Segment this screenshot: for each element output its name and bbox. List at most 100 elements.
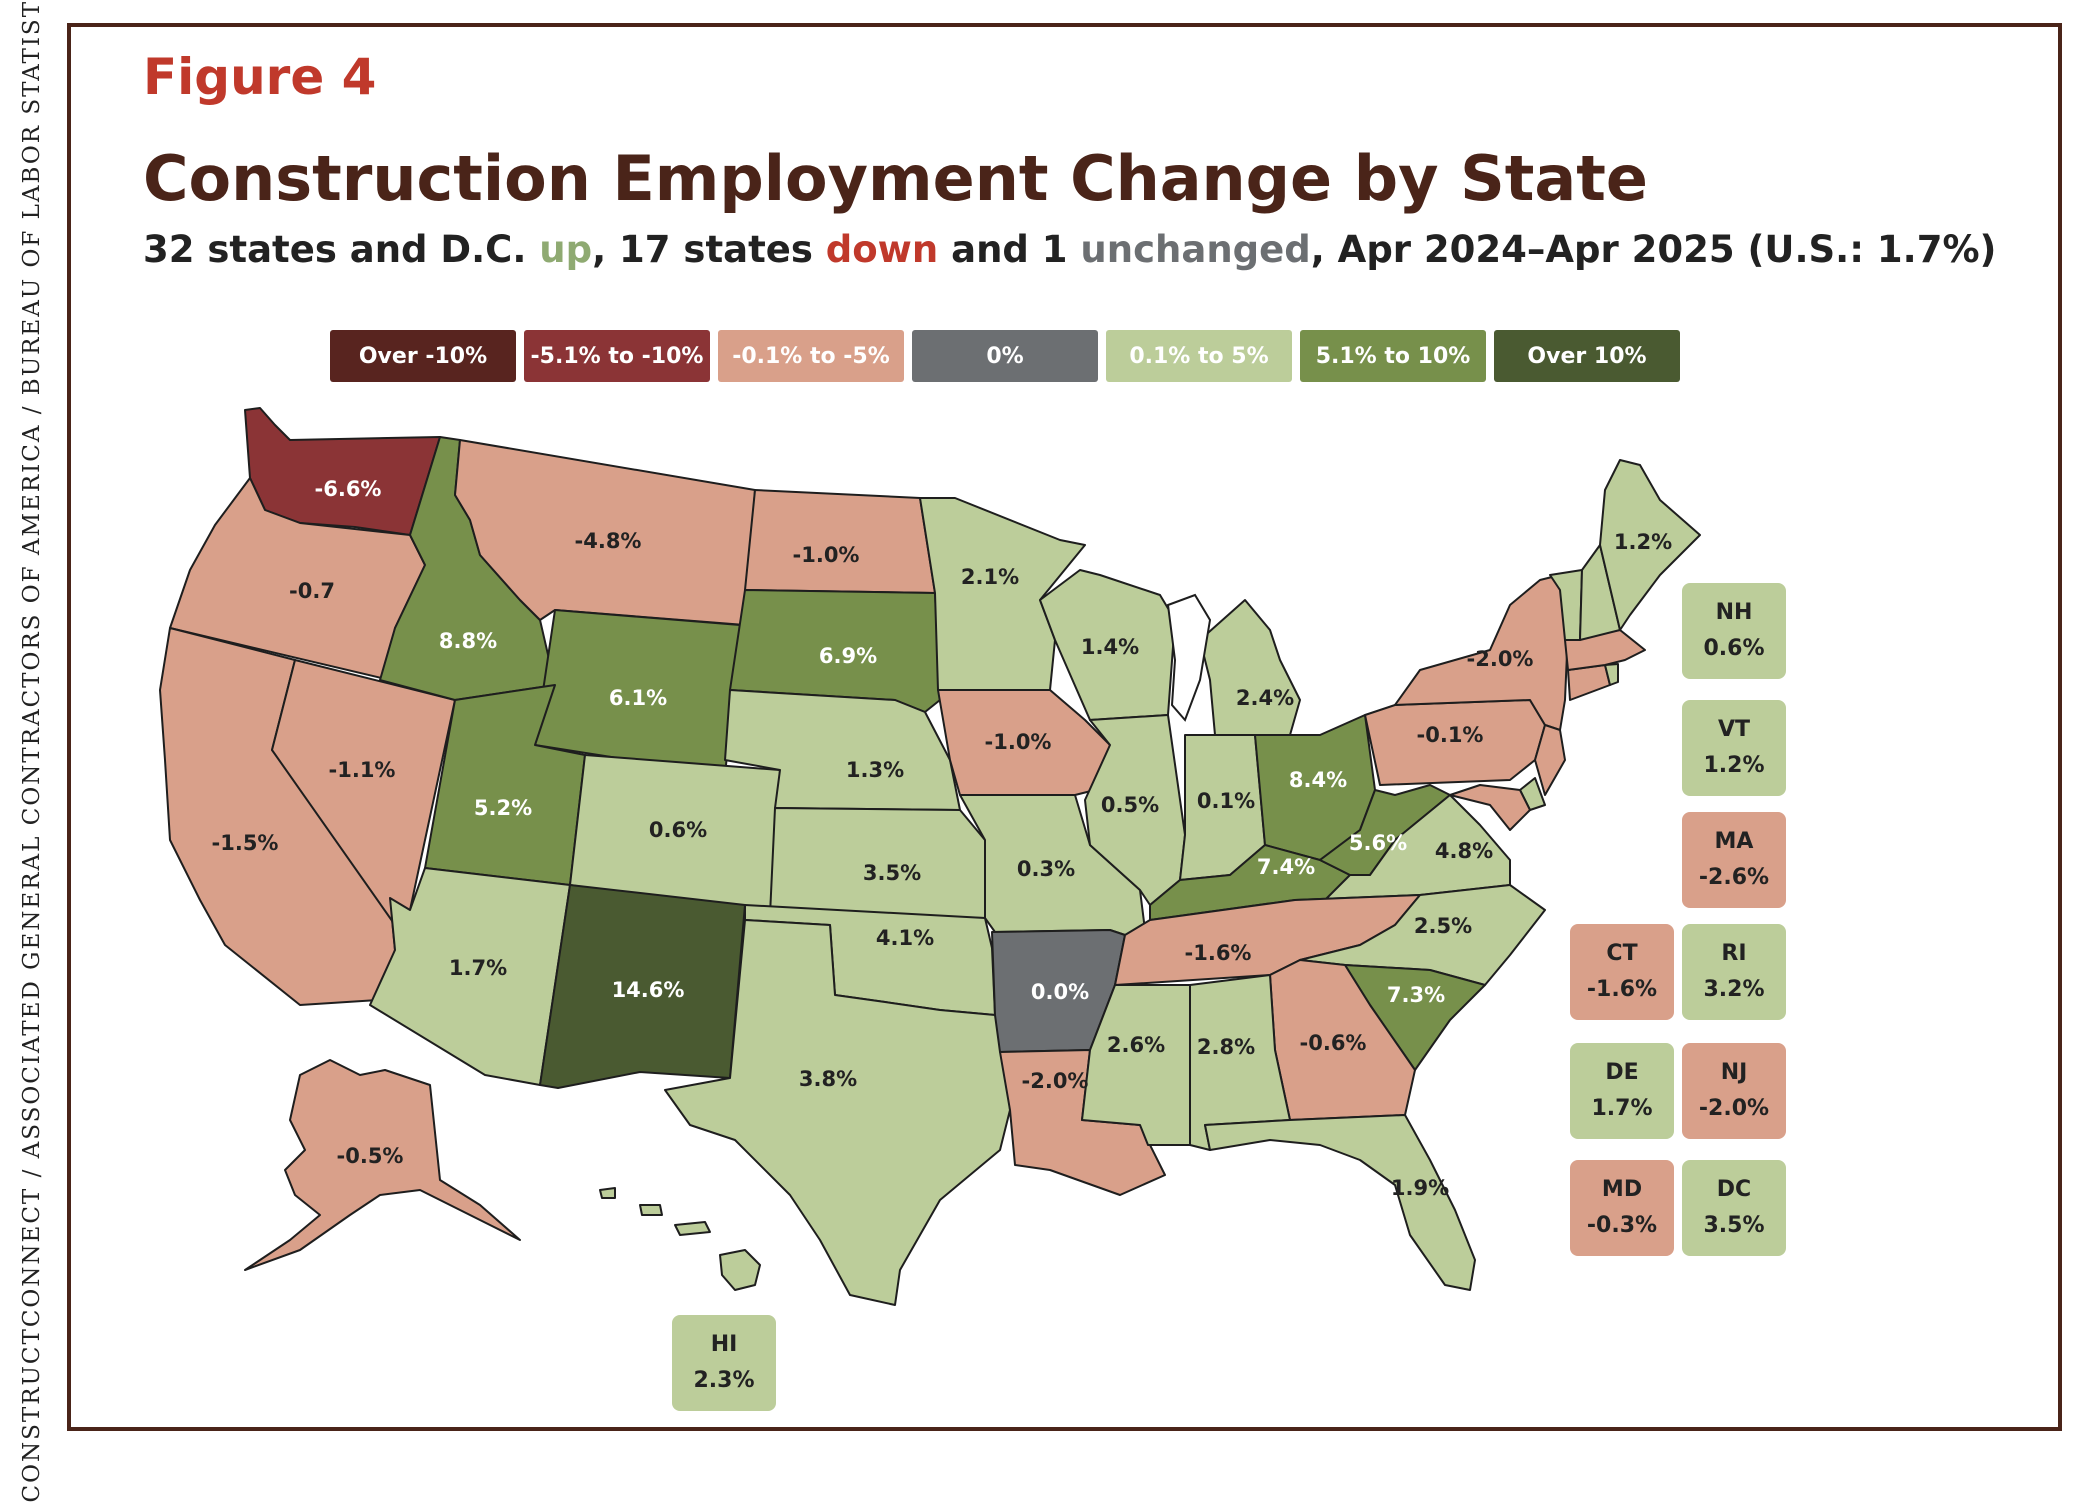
label-MO: 0.3% — [1017, 857, 1075, 881]
label-CA: -1.5% — [212, 831, 279, 855]
state-box-abbr: MD — [1601, 1177, 1643, 1202]
state-box-NH: NH 0.6% — [1682, 583, 1786, 679]
label-AZ: 1.7% — [449, 956, 507, 980]
figure-frame — [67, 23, 2062, 1431]
label-UT: 5.2% — [474, 796, 532, 820]
label-MT: -4.8% — [575, 529, 642, 553]
state-HI-island — [639, 1204, 663, 1216]
label-SD: 6.9% — [819, 644, 877, 668]
label-AR: 0.0% — [1031, 980, 1089, 1004]
label-AL: 2.8% — [1197, 1035, 1255, 1059]
label-IA: -1.0% — [985, 730, 1052, 754]
label-NM: 14.6% — [612, 978, 685, 1002]
label-KY: 7.4% — [1257, 855, 1315, 879]
label-CO: 0.6% — [649, 818, 707, 842]
legend-item: 0.1% to 5% — [1106, 330, 1292, 382]
state-HI-island — [599, 1187, 616, 1199]
state-box-value: -0.3% — [1586, 1213, 1658, 1238]
label-NY: -2.0% — [1467, 647, 1534, 671]
state-box-RI: RI 3.2% — [1682, 924, 1786, 1020]
state-box-value: -1.6% — [1586, 977, 1658, 1002]
subtitle-part: 32 states and D.C. — [143, 228, 540, 271]
state-box-value: 1.2% — [1703, 753, 1765, 778]
state-value-labels: -6.6% -0.7 -1.5% -1.1% 8.8% -4.8% 6.1% 5… — [212, 477, 1673, 1200]
label-MS: 2.6% — [1107, 1033, 1165, 1057]
state-TX — [664, 919, 1011, 1306]
subtitle-part: , Apr 2024–Apr 2025 (U.S.: 1.7%) — [1310, 228, 1997, 271]
legend-label: Over -10% — [358, 343, 488, 369]
legend-item: -0.1% to -5% — [718, 330, 904, 382]
us-state-map: -6.6% -0.7 -1.5% -1.1% 8.8% -4.8% 6.1% 5… — [159, 407, 1701, 1306]
state-box-value: 0.6% — [1703, 636, 1765, 661]
label-SC: 7.3% — [1387, 983, 1445, 1007]
state-CT — [1567, 664, 1611, 701]
state-box-abbr: RI — [1721, 941, 1747, 966]
state-box-abbr: DC — [1716, 1177, 1752, 1202]
state-box-DC: DC 3.5% — [1682, 1160, 1786, 1256]
label-TX: 3.8% — [799, 1067, 857, 1091]
state-box-abbr: DE — [1605, 1060, 1639, 1085]
state-box-value: -2.6% — [1698, 865, 1770, 890]
legend-label: Over 10% — [1527, 343, 1647, 369]
label-OH: 8.4% — [1289, 768, 1347, 792]
label-GA: -0.6% — [1300, 1031, 1367, 1055]
state-box-VT: VT 1.2% — [1682, 700, 1786, 796]
label-VA: 4.8% — [1435, 839, 1493, 863]
state-box-value: 3.2% — [1703, 977, 1765, 1002]
legend-item: 5.1% to 10% — [1300, 330, 1486, 382]
state-AK — [244, 1059, 521, 1271]
label-NE: 1.3% — [846, 758, 904, 782]
label-WV: 5.6% — [1349, 831, 1407, 855]
state-box-NJ: NJ -2.0% — [1682, 1043, 1786, 1139]
label-IL: 0.5% — [1101, 793, 1159, 817]
figure-label: Figure 4 — [143, 48, 377, 106]
subtitle-up-word: up — [539, 228, 593, 271]
label-MN: 2.1% — [961, 565, 1019, 589]
state-box-abbr: VT — [1717, 717, 1751, 742]
subtitle-down-word: down — [825, 228, 939, 271]
state-box-CT: CT -1.6% — [1570, 924, 1674, 1020]
legend-label: 5.1% to 10% — [1315, 343, 1471, 369]
state-NJ — [1534, 724, 1566, 796]
state-box-abbr: MA — [1714, 829, 1754, 854]
label-NV: -1.1% — [329, 758, 396, 782]
state-MD — [1449, 784, 1531, 831]
state-shapes — [159, 407, 1701, 1306]
label-OR: -0.7 — [289, 579, 335, 603]
state-MS — [1081, 984, 1191, 1146]
label-KS: 3.5% — [863, 861, 921, 885]
lake-michigan — [1166, 593, 1212, 722]
state-box-value: -2.0% — [1698, 1096, 1770, 1121]
state-box-DE: DE 1.7% — [1570, 1043, 1674, 1139]
label-AK: -0.5% — [337, 1144, 404, 1168]
state-RI — [1604, 663, 1619, 686]
label-NC: 2.5% — [1414, 914, 1472, 938]
state-ME — [1599, 459, 1701, 631]
subtitle-part: , 17 states — [592, 228, 826, 271]
label-FL: 1.9% — [1391, 1176, 1449, 1200]
state-box-value: 2.3% — [693, 1368, 755, 1393]
label-ID: 8.8% — [439, 629, 497, 653]
legend-label: 0.1% to 5% — [1129, 343, 1269, 369]
state-VT — [1549, 569, 1583, 641]
label-ME: 1.2% — [1614, 530, 1672, 554]
state-box-abbr: NJ — [1720, 1060, 1748, 1085]
subtitle-part: and 1 — [938, 228, 1081, 271]
legend-item: -5.1% to -10% — [524, 330, 710, 382]
state-HI-island — [674, 1221, 711, 1236]
label-OK: 4.1% — [876, 926, 934, 950]
state-box-MA: MA -2.6% — [1682, 812, 1786, 908]
subtitle-unchanged-word: unchanged — [1080, 228, 1311, 271]
chart-title: Construction Employment Change by State — [143, 142, 1648, 215]
legend-label: 0% — [986, 343, 1024, 369]
label-WI: 1.4% — [1081, 635, 1139, 659]
state-HI — [719, 1249, 761, 1291]
state-box-abbr: HI — [710, 1332, 738, 1357]
chart-subtitle: 32 states and D.C. up, 17 states down an… — [143, 228, 1996, 271]
label-PA: -0.1% — [1417, 723, 1484, 747]
label-ND: -1.0% — [793, 543, 860, 567]
label-WA: -6.6% — [315, 477, 382, 501]
legend-label: -0.1% to -5% — [732, 343, 890, 369]
state-box-HI: HI 2.3% — [672, 1315, 776, 1411]
label-MI: 2.4% — [1236, 686, 1294, 710]
